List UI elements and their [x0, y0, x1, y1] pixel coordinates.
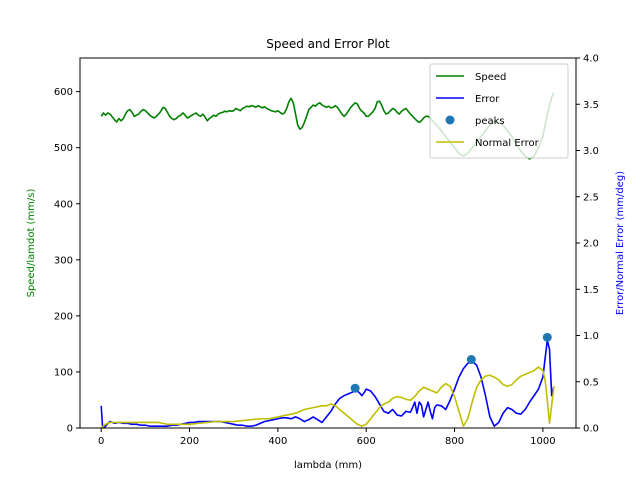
left-y-tick-label: 300: [54, 255, 73, 266]
legend-peaks-marker: [445, 115, 455, 125]
right-y-tick-label: 3.0: [583, 146, 599, 157]
legend-peaks-label: peaks: [475, 116, 505, 127]
right-y-tick-label: 3.5: [583, 100, 599, 111]
right-y-tick-label: 2.0: [583, 239, 599, 250]
error-series-line: [100, 339, 555, 428]
peak-point: [466, 355, 476, 365]
left-y-axis-label: Speed/lamdot (mm/s): [26, 189, 37, 298]
right-y-axis-label: Error/Normal Error (mm/deg): [615, 171, 626, 315]
legend-normal-error-label: Normal Error: [475, 138, 540, 149]
x-tick-label: 800: [445, 436, 464, 447]
right-y-tick-label: 4.0: [583, 54, 599, 65]
legend-box: [429, 63, 569, 159]
speed-series-line: [100, 92, 555, 160]
left-y-axis: 0 100 200 300 400 500 600: [54, 87, 80, 435]
x-tick-label: 0: [98, 436, 104, 447]
left-y-tick-label: 200: [54, 311, 73, 322]
right-y-tick-label: 0.5: [583, 377, 599, 388]
x-tick-label: 600: [357, 436, 376, 447]
right-y-tick-label: 2.5: [583, 192, 599, 203]
left-y-tick-label: 400: [54, 199, 73, 210]
left-y-tick-label: 0: [67, 424, 73, 435]
left-y-tick-label: 500: [54, 143, 73, 154]
legend-speed-label: Speed: [475, 72, 506, 83]
right-y-tick-label: 1.5: [583, 285, 599, 296]
x-axis: 0 200 400 600 800 1000: [98, 428, 556, 447]
x-axis-label: lambda (mm): [294, 460, 362, 471]
right-y-axis: 0.0 0.5 1.0 1.5 2.0 2.5 3.0 3.5 4.0: [576, 54, 599, 435]
x-tick-label: 400: [268, 436, 287, 447]
left-y-tick-label: 100: [54, 367, 73, 378]
peak-point: [542, 332, 552, 342]
legend: Speed Error peaks Normal Error: [429, 63, 569, 159]
chart-title: Speed and Error Plot: [266, 37, 390, 51]
peak-point: [350, 383, 360, 393]
legend-error-label: Error: [475, 94, 500, 105]
right-y-tick-label: 1.0: [583, 331, 599, 342]
x-tick-label: 1000: [530, 436, 555, 447]
normal-error-series-line: [100, 366, 555, 428]
right-y-tick-label: 0.0: [583, 424, 599, 435]
left-y-tick-label: 600: [54, 87, 73, 98]
x-tick-label: 200: [180, 436, 199, 447]
